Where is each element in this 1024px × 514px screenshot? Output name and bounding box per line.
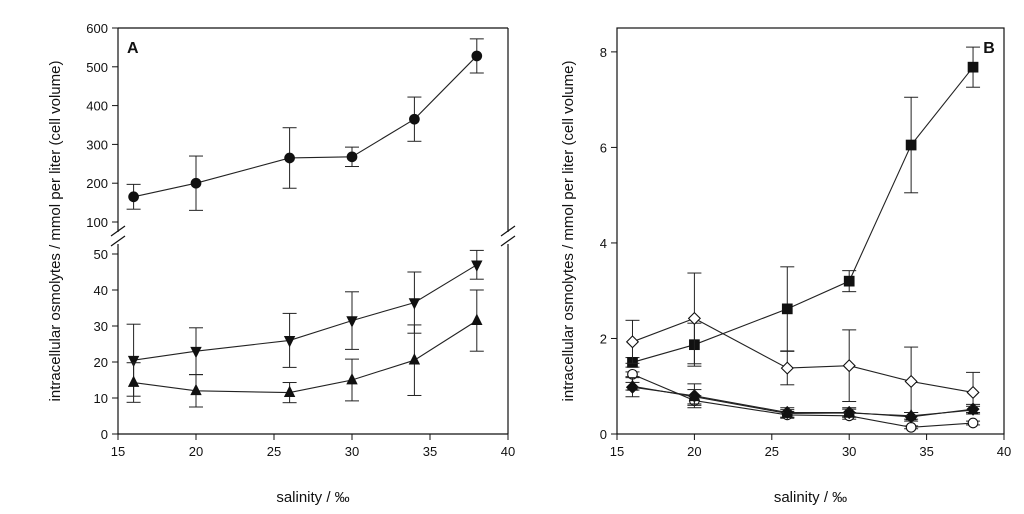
data-point-b0-5 — [967, 61, 979, 73]
x-tick-label: 30 — [345, 444, 359, 459]
data-point-b4-2 — [781, 406, 793, 418]
axis-break-mark-0-b — [110, 235, 126, 247]
x-axis-label: salinity / ‰ — [774, 489, 847, 506]
data-point-b2-5 — [967, 417, 979, 429]
series-line-b4 — [632, 385, 974, 417]
data-point-a1-3 — [346, 316, 358, 328]
data-point-b1-0 — [625, 335, 640, 349]
data-point-a0-0 — [128, 191, 139, 203]
x-tick-label: 30 — [842, 444, 856, 459]
x-tick-label: 20 — [687, 444, 701, 459]
y-tick-label: 30 — [94, 319, 108, 334]
y-tick-label: 500 — [86, 60, 108, 75]
x-tick-label: 15 — [111, 444, 125, 459]
data-point-b1-5 — [966, 385, 980, 400]
panel-label-b: B — [983, 40, 995, 57]
x-tick-label: 40 — [997, 444, 1011, 459]
x-tick-label: 35 — [423, 444, 437, 459]
y-tick-label: 0 — [600, 427, 607, 442]
series-line-b0 — [632, 66, 974, 363]
data-point-b1-2 — [780, 361, 794, 375]
data-point-b4-0 — [626, 379, 639, 391]
data-point-b1-4 — [904, 374, 918, 389]
data-point-a2-3 — [346, 372, 358, 385]
y-tick-label: 10 — [94, 391, 108, 406]
axis-break-mark-0-a — [110, 225, 126, 237]
data-point-b4-4 — [905, 408, 917, 421]
y-tick-label: 2 — [600, 331, 607, 346]
series-line-b1 — [632, 317, 974, 393]
y-tick-label: 300 — [86, 137, 108, 152]
data-point-b1-1 — [687, 311, 701, 325]
data-point-a1-5 — [471, 260, 483, 272]
y-axis-label: intracellular osmolytes / mmol per liter… — [47, 61, 64, 402]
data-point-a0-4 — [409, 113, 420, 125]
y-axis-label: intracellular osmolytes / mmol per liter… — [560, 61, 577, 402]
axis-break-mark-1-b — [500, 235, 516, 247]
data-point-b0-3 — [843, 275, 855, 287]
plot-frame — [616, 27, 1005, 435]
y-tick-label: 400 — [86, 99, 108, 114]
data-point-a1-0 — [127, 355, 140, 368]
data-point-a0-3 — [346, 151, 358, 163]
data-point-b4-5 — [967, 403, 979, 415]
data-point-b2-4 — [905, 421, 917, 433]
panel-a: 15 20 25 30 35 40 100 200 300 400 500 600 0 10 20 30 40 5… — [47, 21, 516, 506]
x-tick-label: 35 — [919, 444, 933, 459]
data-point-a0-5 — [471, 50, 483, 62]
data-point-b1-3 — [842, 359, 856, 373]
y-tick-label: 4 — [600, 236, 607, 251]
data-point-a2-4 — [408, 353, 421, 365]
data-point-a2-1 — [190, 383, 202, 396]
y-tick-label: 100 — [86, 215, 108, 230]
series-line-a1 — [133, 264, 478, 361]
x-tick-label: 15 — [610, 444, 624, 459]
series-line-b2 — [632, 373, 974, 428]
data-point-b0-2 — [781, 303, 793, 315]
data-point-b4-3 — [843, 405, 855, 418]
x-tick-label: 20 — [189, 444, 203, 459]
data-point-a0-1 — [190, 177, 202, 189]
y-tick-label: 6 — [600, 140, 607, 155]
series-line-b3 — [632, 386, 974, 418]
series-line-a2 — [133, 320, 478, 394]
x-tick-label: 40 — [501, 444, 515, 459]
y-tick-label: 600 — [86, 21, 108, 36]
data-point-a1-1 — [190, 346, 202, 359]
y-tick-label: 40 — [94, 283, 108, 298]
data-point-b4-1 — [688, 389, 701, 402]
series-line-a0 — [133, 55, 478, 198]
y-tick-label: 0 — [101, 427, 108, 442]
data-point-a2-5 — [471, 313, 483, 325]
data-point-a2-2 — [283, 385, 296, 397]
y-tick-label: 50 — [94, 247, 108, 262]
data-point-a1-4 — [408, 298, 421, 310]
y-tick-label: 200 — [86, 176, 108, 191]
axis-break-mark-1-a — [500, 225, 516, 237]
x-axis-label: salinity / ‰ — [276, 489, 349, 506]
y-tick-label: 8 — [600, 45, 607, 60]
x-tick-label: 25 — [267, 444, 281, 459]
data-point-a2-0 — [127, 375, 140, 387]
panel-label-a: A — [127, 40, 139, 57]
data-point-a0-2 — [284, 152, 295, 164]
data-point-a1-2 — [283, 336, 296, 348]
data-point-b0-4 — [905, 139, 917, 151]
x-tick-label: 25 — [765, 444, 779, 459]
y-tick-label: 20 — [94, 355, 108, 370]
